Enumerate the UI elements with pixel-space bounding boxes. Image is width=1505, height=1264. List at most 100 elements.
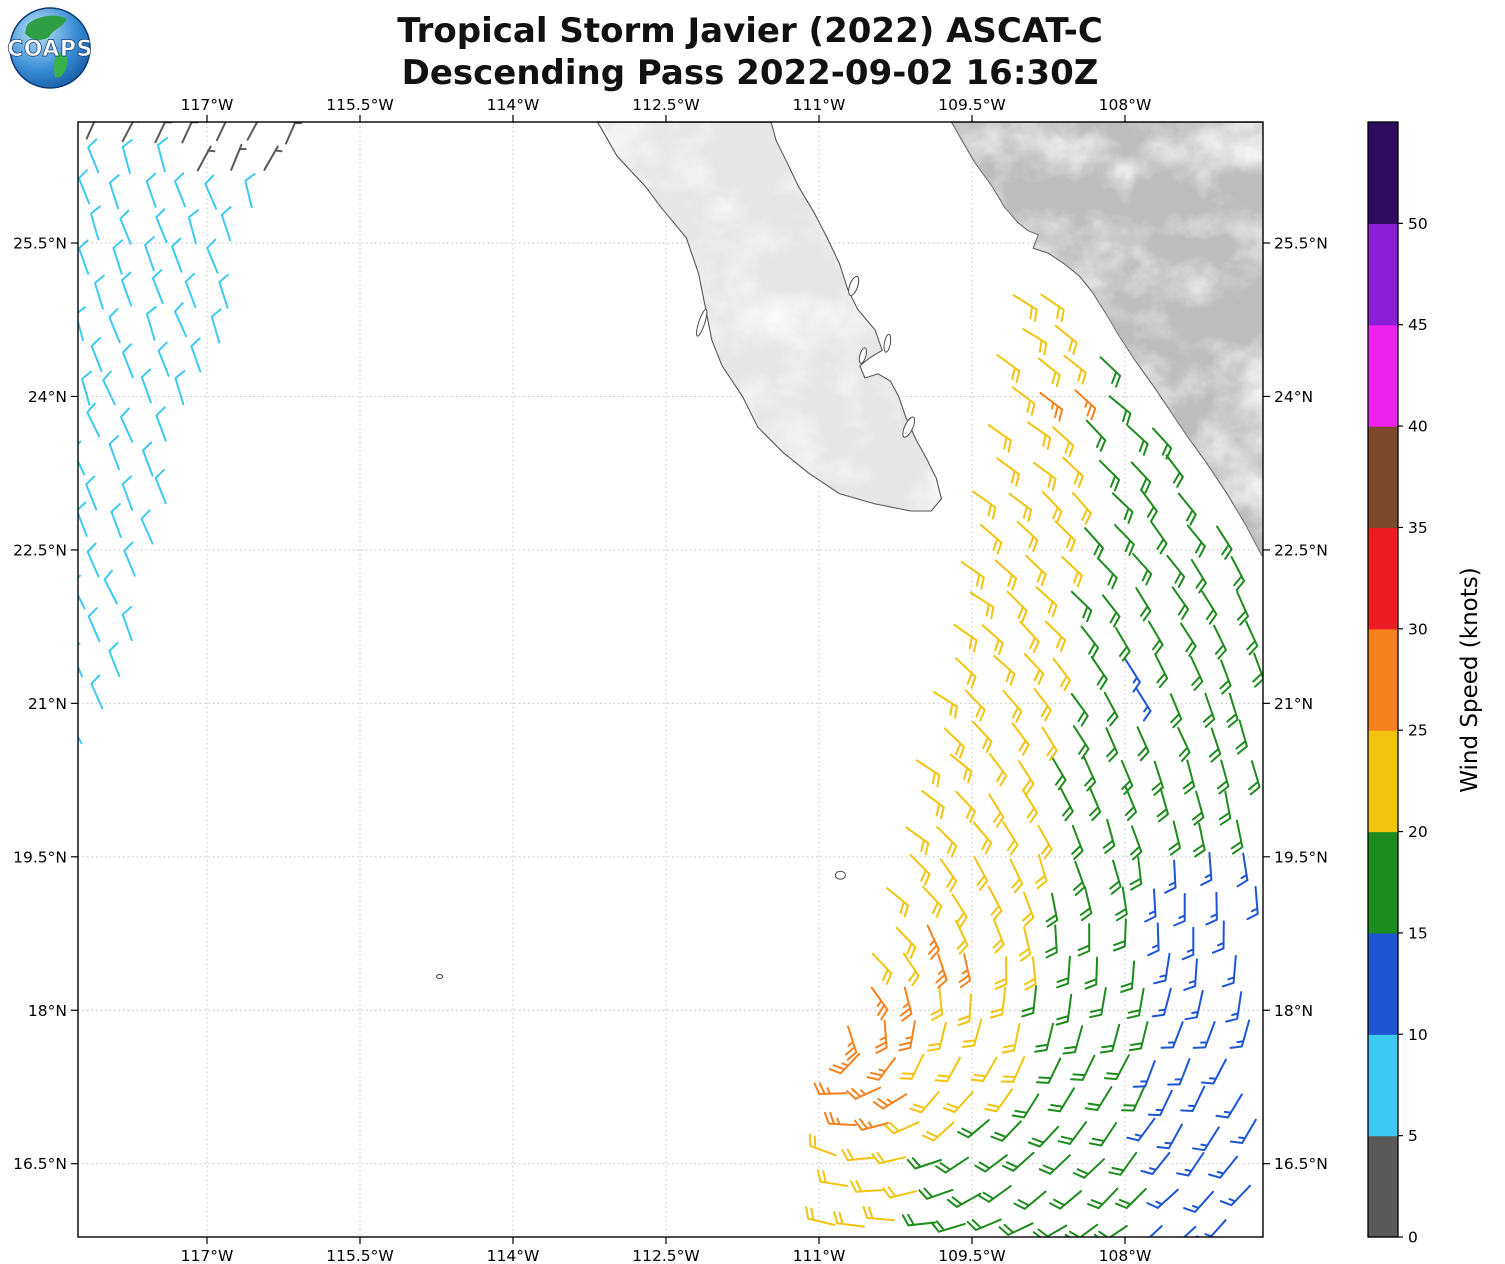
wind-barb — [122, 343, 134, 379]
wind-barb — [1070, 590, 1093, 623]
wind-barb — [957, 993, 973, 1027]
wind-barb — [108, 435, 120, 471]
wind-barb — [1099, 356, 1122, 388]
wind-barb — [1084, 1086, 1113, 1111]
wind-barb — [955, 790, 976, 823]
wind-barb — [1001, 1022, 1021, 1054]
logo-continent-north — [25, 15, 67, 40]
wind-barb — [1052, 426, 1075, 458]
wind-barb — [246, 122, 259, 141]
wind-barb — [978, 1185, 1012, 1203]
wind-barb — [1011, 386, 1036, 416]
colorbar-tick-label: 10 — [1408, 1026, 1428, 1044]
wind-barb — [1059, 786, 1074, 822]
wind-barb — [1055, 993, 1073, 1026]
wind-barb — [1177, 726, 1191, 762]
y-tick-label: 16.5°N — [1274, 1155, 1328, 1173]
wind-barb — [204, 174, 218, 210]
wind-barb — [998, 1222, 1034, 1236]
wind-barb — [972, 490, 997, 520]
wind-barb — [1236, 590, 1249, 626]
colorbar-tick-label: 50 — [1408, 215, 1428, 233]
wind-barb — [1236, 852, 1249, 888]
colorbar-tick-label: 20 — [1408, 823, 1428, 841]
wind-barb — [1177, 492, 1197, 526]
wind-barb — [957, 1119, 990, 1139]
wind-barb — [81, 370, 92, 406]
wind-barb — [1153, 952, 1171, 985]
wind-barb — [992, 918, 1005, 954]
wind-barb — [1215, 1093, 1243, 1119]
y-tick-label: 18°N — [28, 1002, 67, 1020]
wind-barb — [85, 122, 96, 140]
wind-barb — [1044, 620, 1067, 652]
wind-barb — [1186, 524, 1206, 558]
wind-barb — [1252, 652, 1263, 688]
wind-barb — [862, 1206, 895, 1222]
wind-barb — [853, 1118, 889, 1131]
wind-barb — [1135, 687, 1152, 722]
wind-barb — [121, 605, 133, 642]
wind-barb — [110, 503, 122, 539]
wind-barb — [1062, 456, 1084, 488]
wind-barb — [984, 1088, 1013, 1113]
wind-barb — [990, 986, 1007, 1019]
wind-barb — [930, 1220, 966, 1233]
wind-barb — [951, 893, 968, 928]
wind-barb — [154, 468, 167, 505]
wind-barb — [1105, 727, 1119, 763]
wind-barb — [816, 1169, 849, 1187]
wind-barb — [1200, 1058, 1227, 1085]
colorbar-tick-label: 40 — [1408, 418, 1428, 436]
wind-barb — [899, 986, 913, 1022]
wind-barb — [1109, 859, 1122, 895]
wind-barb — [1140, 1151, 1171, 1175]
axis-ticks: 117°W 117°W 115.5°W 115.5°W 114°W 114°W 112.5°… — [13, 96, 1328, 1264]
wind-barb — [1079, 886, 1093, 922]
wind-barb — [1054, 520, 1076, 552]
colorbar-segment — [1368, 223, 1398, 326]
wind-barb — [1171, 586, 1190, 620]
wind-barb — [1221, 954, 1237, 988]
wind-barb — [1235, 719, 1248, 755]
wind-barb — [1183, 958, 1198, 991]
wind-barb — [1151, 987, 1172, 1018]
colorbar: 0 5 10 15 20 25 30 35 40 45 50 Wind Speed (knots) — [1367, 121, 1483, 1247]
wind-barb — [121, 122, 141, 143]
wind-barb — [1009, 858, 1024, 894]
wind-barb — [1148, 1225, 1163, 1237]
wind-barb — [1108, 1151, 1138, 1176]
wind-barb — [949, 753, 973, 784]
wind-barb — [121, 475, 134, 511]
wind-barb — [1132, 1060, 1156, 1088]
wind-barb — [1246, 886, 1259, 921]
wind-barb — [1088, 1122, 1118, 1147]
wind-barb — [90, 674, 104, 710]
colorbar-segment — [1368, 122, 1398, 224]
wind-barb — [870, 986, 889, 1021]
wind-barb — [1008, 492, 1033, 523]
wind-barb — [1115, 1187, 1147, 1209]
wind-barb — [1192, 790, 1205, 826]
wind-barb — [1054, 324, 1078, 355]
wind-barb — [1037, 824, 1053, 860]
colorbar-segment — [1368, 324, 1398, 427]
wind-barb — [90, 337, 103, 373]
wind-barb — [140, 368, 152, 404]
wind-barb — [119, 209, 132, 245]
wind-barb — [922, 1121, 955, 1142]
wind-barb — [1182, 1225, 1197, 1237]
wind-barb — [220, 206, 232, 242]
wind-barb — [970, 1056, 998, 1082]
wind-barb — [1021, 985, 1038, 1018]
wind-barb — [909, 853, 931, 886]
wind-barb — [1147, 922, 1160, 957]
wind-barb — [1229, 1118, 1257, 1144]
wind-barb — [946, 1192, 982, 1208]
colorbar-label: Wind Speed (knots) — [1457, 567, 1483, 792]
wind-barb — [1202, 692, 1216, 728]
coaps-logo: COAPS — [7, 7, 93, 89]
colorbar-tick-label: 15 — [1408, 924, 1428, 942]
wind-barb — [828, 1052, 861, 1075]
